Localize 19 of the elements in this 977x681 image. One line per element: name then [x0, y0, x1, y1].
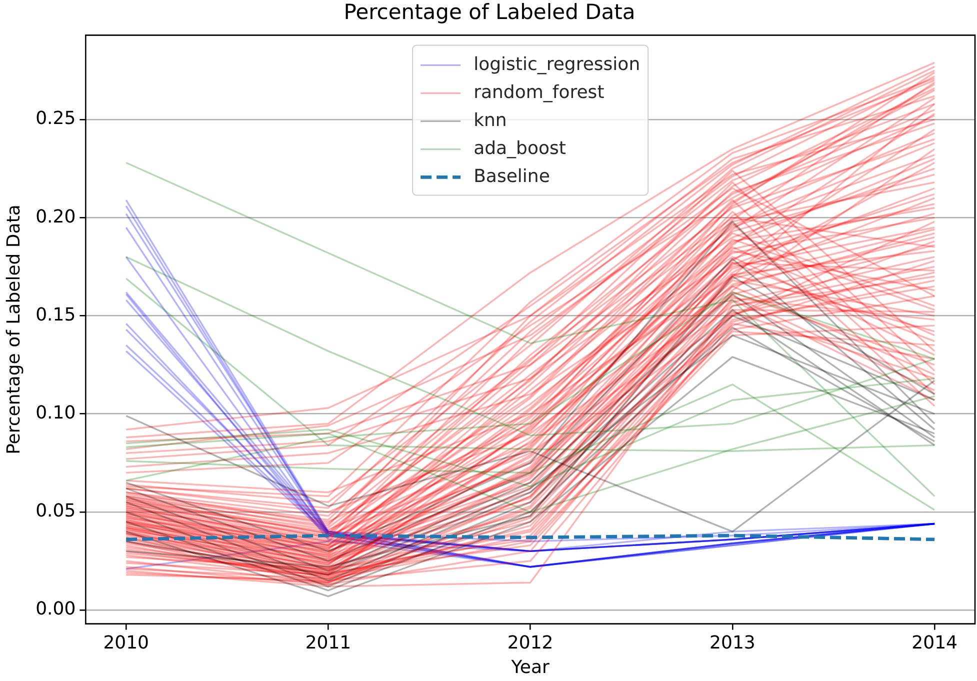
legend-label: Baseline: [474, 166, 550, 187]
y-axis-title: Percentage of Labeled Data: [3, 204, 24, 454]
x-tick-label: 2012: [507, 632, 554, 654]
y-tick-label: 0.15: [36, 304, 76, 326]
chart-title: Percentage of Labeled Data: [344, 0, 636, 24]
x-axis-title: Year: [510, 656, 550, 678]
y-tick-label: 0.00: [36, 598, 76, 620]
y-tick-label: 0.25: [36, 108, 76, 130]
x-tick-label: 2014: [912, 632, 958, 654]
x-tick-label: 2013: [710, 632, 756, 654]
legend-label: ada_boost: [474, 138, 566, 159]
legend-label: random_forest: [474, 82, 604, 103]
y-tick-label: 0.05: [36, 500, 76, 522]
y-tick-label: 0.10: [36, 402, 76, 424]
legend-label: logistic_regression: [474, 54, 640, 75]
x-tick-label: 2011: [305, 632, 352, 654]
y-tick-label: 0.20: [36, 206, 76, 228]
legend-label: knn: [474, 110, 507, 131]
x-tick-label: 2010: [103, 632, 150, 654]
